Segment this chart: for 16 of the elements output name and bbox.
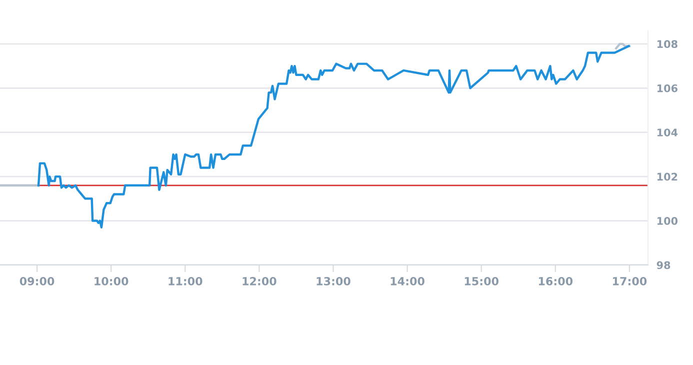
y-tick-label: 100 xyxy=(657,217,678,225)
y-tick-label: 102 xyxy=(657,172,678,181)
x-tick-label: 16:00 xyxy=(538,276,573,286)
y-tick-label: 106 xyxy=(657,84,678,92)
x-tick-label: 13:00 xyxy=(316,276,350,286)
x-tick-label: 17:00 xyxy=(613,276,647,286)
x-tick-label: 12:00 xyxy=(242,276,276,286)
x-tick-label: 09:00 xyxy=(20,276,54,286)
x-tick-label: 15:00 xyxy=(464,276,498,286)
y-tick-label: 108 xyxy=(657,40,678,48)
x-tick-label: 14:00 xyxy=(390,276,424,286)
line-series xyxy=(37,45,630,229)
y-tick-label: 98 xyxy=(656,261,670,270)
x-tick-label: 10:00 xyxy=(94,276,128,286)
y-tick-label: 104 xyxy=(657,128,678,136)
x-tick-label: 11:00 xyxy=(168,276,202,286)
